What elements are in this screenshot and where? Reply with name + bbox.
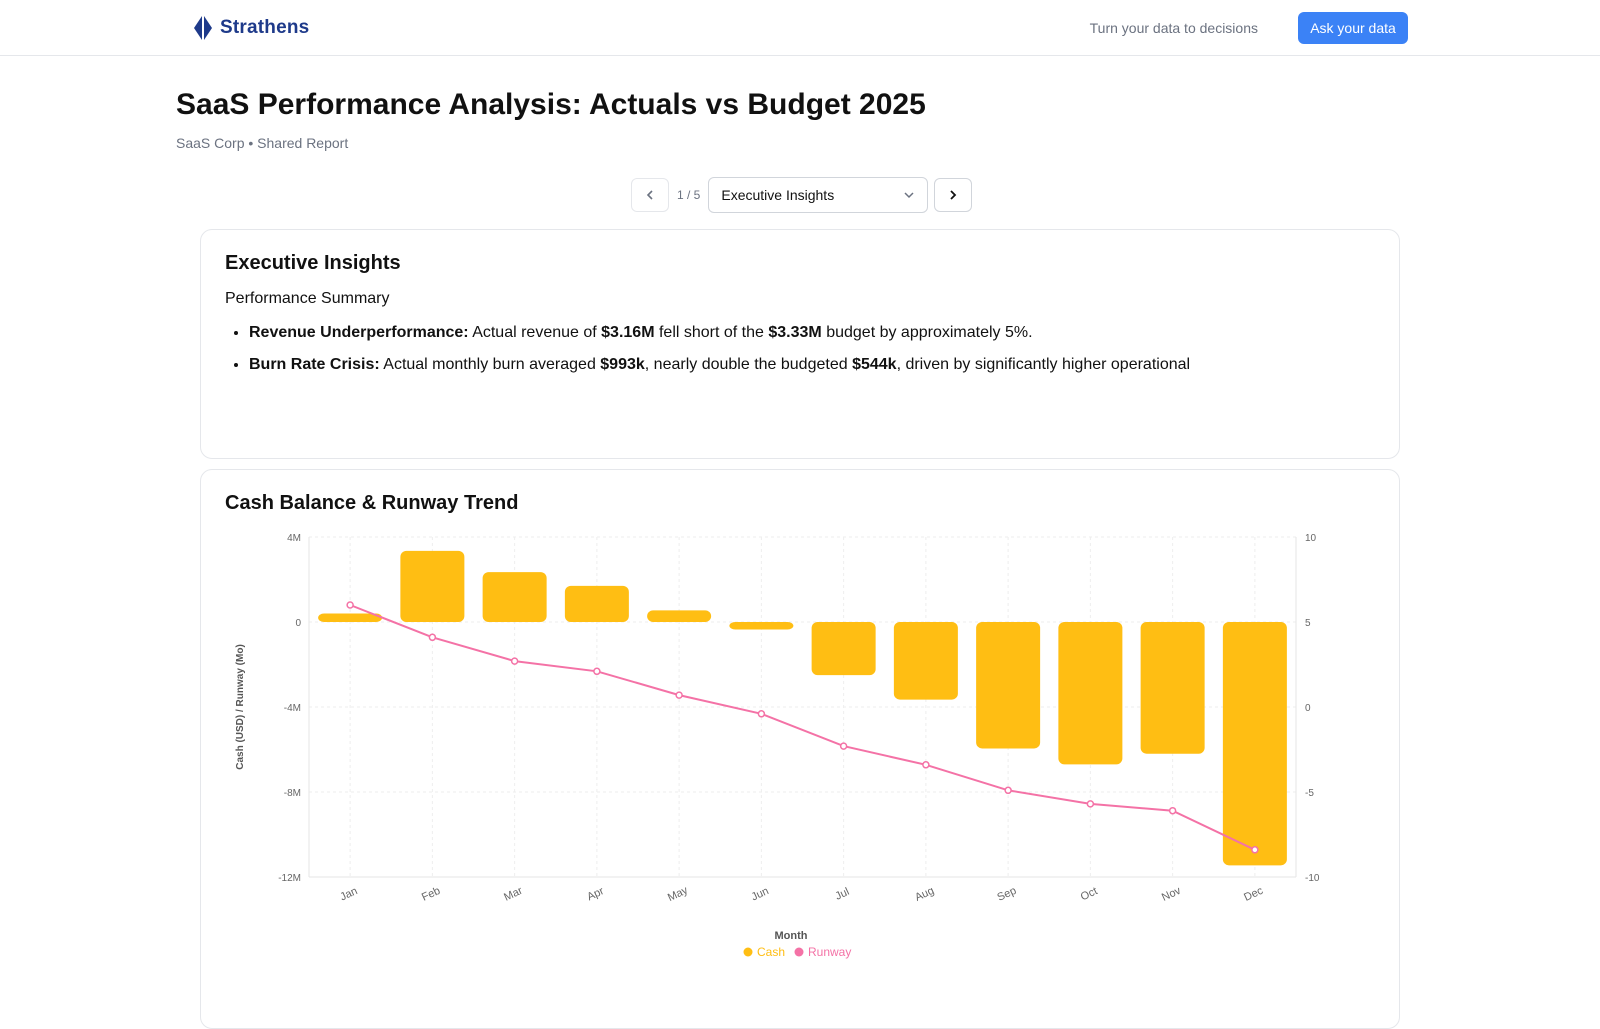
chevron-left-icon bbox=[646, 190, 653, 200]
ask-your-data-button[interactable]: Ask your data bbox=[1298, 12, 1408, 44]
cash-runway-chart: 4M 0 -4M -8M -12M 10 5 0 -5 -10 Jan Feb Mar Apr May Jun… bbox=[235, 533, 1320, 959]
y2-tick-label: -5 bbox=[1305, 788, 1314, 799]
cash-bar bbox=[400, 550, 465, 622]
x-tick-label: Jul bbox=[833, 886, 851, 903]
cash-bar bbox=[482, 572, 547, 622]
runway-point bbox=[675, 691, 683, 699]
runway-point bbox=[1251, 846, 1259, 854]
cash-bar bbox=[647, 610, 712, 622]
y2-tick-label: 0 bbox=[1305, 703, 1311, 714]
runway-point bbox=[428, 633, 437, 642]
y2-tick-label: 5 bbox=[1305, 618, 1311, 629]
bullet-text: , driven by significantly higher operati… bbox=[896, 356, 1191, 373]
runway-point bbox=[1086, 800, 1095, 808]
x-tick-label: Jun bbox=[750, 885, 771, 903]
legend-cash-label: Cash bbox=[757, 945, 785, 959]
page-title: SaaS Performance Analysis: Actuals vs Bu… bbox=[176, 88, 926, 121]
cash-bar bbox=[729, 622, 794, 630]
section-select-value: Executive Insights bbox=[721, 187, 835, 203]
y-tick-label: 4M bbox=[287, 533, 301, 544]
runway-point bbox=[922, 761, 930, 769]
chart-area: 4M 0 -4M -8M -12M 10 5 0 -5 -10 Jan Feb Mar Apr May Jun… bbox=[201, 520, 1401, 980]
top-bar: Strathens Turn your data to decisions As… bbox=[0, 0, 1600, 56]
chart-title: Cash Balance & Runway Trend bbox=[225, 492, 519, 514]
y-tick-label: -8M bbox=[284, 788, 301, 799]
bullet-lead: Burn Rate Crisis: bbox=[249, 356, 380, 373]
brand-name: Strathens bbox=[220, 17, 310, 38]
bullet-value: $3.16M bbox=[601, 324, 655, 341]
section-pager: 1 / 5 Executive Insights bbox=[631, 177, 973, 213]
bullet-text: fell short of the bbox=[654, 324, 769, 341]
cash-bar bbox=[976, 622, 1041, 749]
legend-cash-marker bbox=[743, 947, 753, 957]
insights-title: Executive Insights bbox=[225, 252, 401, 274]
list-item: Burn Rate Crisis: Actual monthly burn av… bbox=[249, 354, 1190, 375]
brand-logo[interactable]: Strathens bbox=[192, 15, 309, 41]
bullet-text: , nearly double the budgeted bbox=[644, 356, 853, 373]
runway-point bbox=[1168, 806, 1177, 815]
cash-runway-card: Cash Balance & Runway Trend 4M 0 -4M -8M -12… bbox=[200, 469, 1400, 1029]
chevron-down-icon bbox=[904, 192, 914, 199]
x-tick-label: Nov bbox=[1160, 884, 1183, 903]
runway-point bbox=[510, 657, 519, 665]
y2-tick-label: 10 bbox=[1305, 533, 1317, 544]
bullet-value: $3.33M bbox=[768, 324, 822, 341]
bullet-value: $544k bbox=[852, 356, 897, 373]
section-select[interactable]: Executive Insights bbox=[708, 177, 929, 213]
bullet-value: $993k bbox=[600, 356, 645, 373]
y2-tick-label: -10 bbox=[1305, 873, 1320, 884]
y-tick-label: -4M bbox=[284, 703, 301, 714]
strathens-logo-icon bbox=[194, 16, 212, 40]
tagline: Turn your data to decisions bbox=[1089, 20, 1258, 36]
cash-bar bbox=[1222, 622, 1287, 866]
x-tick-label: Oct bbox=[1079, 885, 1100, 903]
runway-line bbox=[349, 604, 1256, 851]
bullet-text: Actual revenue of bbox=[468, 324, 602, 341]
x-tick-label: Dec bbox=[1242, 884, 1265, 903]
page-count: 1 / 5 bbox=[677, 188, 701, 202]
cash-bar bbox=[1140, 622, 1205, 754]
runway-point bbox=[593, 667, 601, 676]
cash-bar bbox=[811, 622, 876, 676]
x-tick-label: Sep bbox=[995, 885, 1018, 904]
runway-point bbox=[839, 742, 848, 750]
bullet-text: Actual monthly burn averaged bbox=[379, 356, 601, 373]
x-tick-label: Jan bbox=[338, 885, 359, 903]
next-section-button[interactable] bbox=[934, 178, 973, 212]
list-item: Revenue Underperformance: Actual revenue… bbox=[249, 322, 1190, 343]
x-axis-title: Month bbox=[775, 930, 808, 942]
cash-bar bbox=[564, 585, 629, 622]
x-tick-label: Aug bbox=[913, 885, 936, 904]
x-tick-label: Feb bbox=[420, 885, 442, 904]
report-subtitle: SaaS Corp • Shared Report bbox=[176, 135, 349, 151]
runway-point bbox=[1004, 786, 1012, 795]
y-tick-label: 0 bbox=[295, 618, 301, 629]
bullet-lead: Revenue Underperformance: bbox=[249, 324, 469, 341]
legend-runway-label: Runway bbox=[808, 945, 851, 959]
x-tick-label: Mar bbox=[502, 885, 525, 904]
cash-bar bbox=[318, 613, 383, 622]
cash-bar bbox=[893, 622, 958, 700]
chevron-right-icon bbox=[950, 190, 957, 200]
runway-point bbox=[757, 710, 766, 718]
summary-heading: Performance Summary bbox=[225, 290, 390, 307]
x-tick-label: Apr bbox=[585, 885, 606, 903]
y-tick-label: -12M bbox=[278, 873, 301, 884]
y-axis-title: Cash (USD) / Runway (Mo) bbox=[235, 644, 246, 770]
runway-point bbox=[346, 601, 354, 609]
x-tick-label: May bbox=[666, 884, 690, 904]
previous-section-button[interactable] bbox=[631, 178, 669, 212]
executive-insights-card: Executive Insights Performance Summary R… bbox=[200, 229, 1400, 459]
cash-bar bbox=[1058, 622, 1123, 765]
insights-list: Revenue Underperformance: Actual revenue… bbox=[249, 322, 1190, 386]
legend-runway-marker bbox=[794, 947, 804, 957]
bullet-text: budget by approximately 5%. bbox=[821, 324, 1033, 341]
